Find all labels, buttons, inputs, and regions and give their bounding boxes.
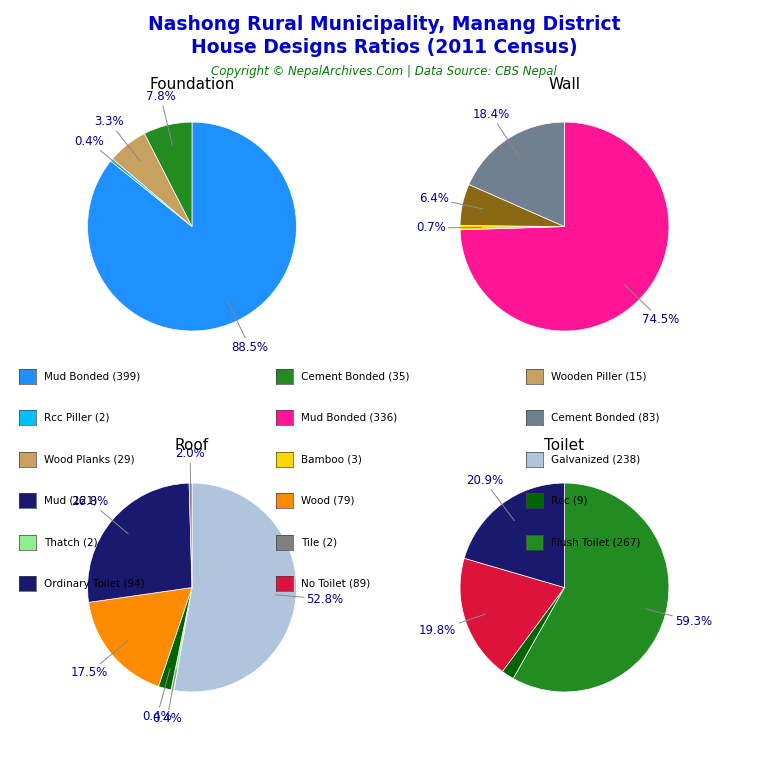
Text: Tile (2): Tile (2) <box>301 537 337 548</box>
Text: 74.5%: 74.5% <box>624 285 679 326</box>
Text: 2.0%: 2.0% <box>175 447 205 504</box>
Text: 26.8%: 26.8% <box>71 495 128 534</box>
Text: 0.7%: 0.7% <box>416 221 481 234</box>
Text: Nashong Rural Municipality, Manang District: Nashong Rural Municipality, Manang Distr… <box>147 15 621 35</box>
Text: 6.4%: 6.4% <box>419 192 483 209</box>
Text: Flush Toilet (267): Flush Toilet (267) <box>551 537 640 548</box>
Text: Rcc (9): Rcc (9) <box>551 495 588 506</box>
Text: 7.8%: 7.8% <box>146 90 176 145</box>
Text: Wood (79): Wood (79) <box>301 495 355 506</box>
Wedge shape <box>113 134 192 227</box>
Text: Ordinary Toilet (94): Ordinary Toilet (94) <box>44 578 144 589</box>
Text: Cement Bonded (35): Cement Bonded (35) <box>301 371 409 382</box>
Text: Cement Bonded (83): Cement Bonded (83) <box>551 412 659 423</box>
Text: 88.5%: 88.5% <box>228 302 268 354</box>
Wedge shape <box>88 483 192 602</box>
Wedge shape <box>88 122 296 331</box>
Wedge shape <box>460 226 564 230</box>
Wedge shape <box>460 184 564 227</box>
Wedge shape <box>460 558 564 671</box>
Text: 20.9%: 20.9% <box>465 474 515 521</box>
Wedge shape <box>460 122 669 331</box>
Title: Roof: Roof <box>175 438 209 453</box>
Wedge shape <box>88 588 192 687</box>
Text: 59.3%: 59.3% <box>645 609 713 628</box>
Wedge shape <box>189 483 192 588</box>
Text: 0.4%: 0.4% <box>142 668 172 723</box>
Text: 18.4%: 18.4% <box>473 108 519 157</box>
Wedge shape <box>111 159 192 227</box>
Text: Rcc Piller (2): Rcc Piller (2) <box>44 412 109 423</box>
Wedge shape <box>144 122 192 227</box>
Text: 0.4%: 0.4% <box>74 134 127 174</box>
Text: Copyright © NepalArchives.Com | Data Source: CBS Nepal: Copyright © NepalArchives.Com | Data Sou… <box>211 65 557 78</box>
Text: Wood Planks (29): Wood Planks (29) <box>44 454 134 465</box>
Wedge shape <box>174 483 296 692</box>
Text: No Toilet (89): No Toilet (89) <box>301 578 370 589</box>
Text: Mud Bonded (336): Mud Bonded (336) <box>301 412 397 423</box>
Text: 19.8%: 19.8% <box>419 614 485 637</box>
Wedge shape <box>158 588 192 690</box>
Text: 17.5%: 17.5% <box>71 641 127 680</box>
Text: House Designs Ratios (2011 Census): House Designs Ratios (2011 Census) <box>190 38 578 58</box>
Title: Wall: Wall <box>548 77 581 92</box>
Text: 52.8%: 52.8% <box>275 593 344 606</box>
Text: 0.4%: 0.4% <box>152 670 182 725</box>
Text: Galvanized (238): Galvanized (238) <box>551 454 640 465</box>
Text: 3.3%: 3.3% <box>94 115 141 161</box>
Text: Bamboo (3): Bamboo (3) <box>301 454 362 465</box>
Text: Mud (121): Mud (121) <box>44 495 97 506</box>
Text: Wooden Piller (15): Wooden Piller (15) <box>551 371 646 382</box>
Wedge shape <box>171 588 192 690</box>
Wedge shape <box>469 122 564 227</box>
Wedge shape <box>464 483 564 588</box>
Text: Mud Bonded (399): Mud Bonded (399) <box>44 371 140 382</box>
Wedge shape <box>502 588 564 678</box>
Title: Toilet: Toilet <box>545 438 584 453</box>
Wedge shape <box>513 483 669 692</box>
Text: Thatch (2): Thatch (2) <box>44 537 98 548</box>
Title: Foundation: Foundation <box>149 77 235 92</box>
